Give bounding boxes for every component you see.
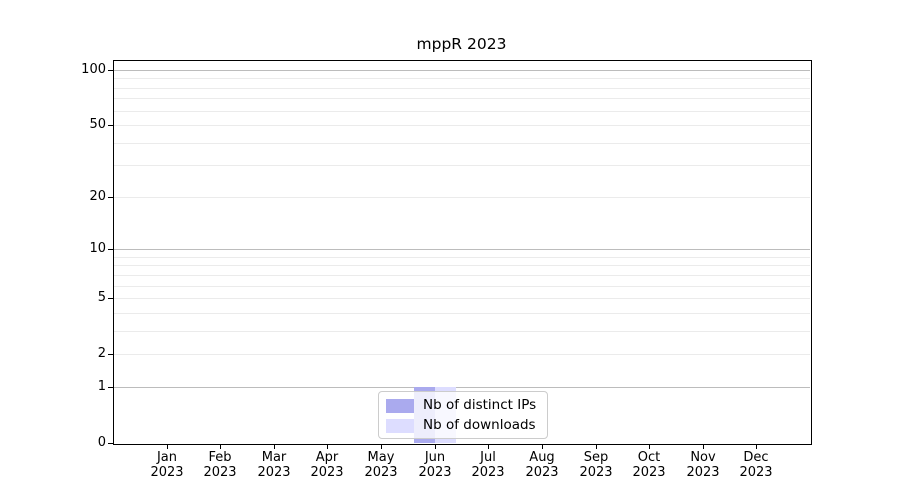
x-axis-tick: [435, 444, 436, 449]
x-tick-label: Sep 2023: [579, 450, 613, 480]
gridline-minor: [114, 88, 810, 89]
legend: Nb of distinct IPs Nb of downloads: [378, 391, 549, 439]
x-axis-tick: [220, 444, 221, 449]
chart-title: mppR 2023: [416, 35, 507, 53]
x-axis-tick: [488, 444, 489, 449]
x-axis-tick: [542, 444, 543, 449]
x-axis-tick: [649, 444, 650, 449]
y-axis-tick: [108, 298, 113, 299]
x-axis-tick: [327, 444, 328, 449]
x-tick-label: Feb 2023: [203, 450, 237, 480]
y-axis-tick: [108, 197, 113, 198]
gridline-major: [114, 70, 810, 71]
gridline-minor: [114, 275, 810, 276]
gridline-major: [114, 249, 810, 250]
gridline-minor: [114, 143, 810, 144]
x-tick-label: Dec 2023: [739, 450, 773, 480]
y-tick-label: 100: [81, 62, 106, 77]
x-axis-tick: [703, 444, 704, 449]
gridline-minor: [114, 125, 810, 126]
gridline-major: [114, 387, 810, 388]
y-axis-tick: [108, 443, 113, 444]
y-tick-label: 20: [89, 189, 106, 204]
x-tick-label: Apr 2023: [310, 450, 344, 480]
y-tick-label: 5: [97, 290, 106, 305]
y-axis-tick: [108, 354, 113, 355]
x-axis-tick: [167, 444, 168, 449]
gridline-minor: [114, 331, 810, 332]
gridline-minor: [114, 265, 810, 266]
legend-label-distinct-ips: Nb of distinct IPs: [423, 397, 537, 413]
x-axis-tick: [274, 444, 275, 449]
y-tick-label: 50: [89, 117, 106, 132]
gridline-minor: [114, 111, 810, 112]
x-axis-tick: [756, 444, 757, 449]
y-axis-tick: [108, 387, 113, 388]
gridline-minor: [114, 298, 810, 299]
x-tick-label: Oct 2023: [632, 450, 666, 480]
axes-frame: [113, 60, 812, 445]
y-tick-label: 0: [97, 435, 106, 450]
y-axis-tick: [108, 249, 113, 250]
y-tick-label: 2: [97, 346, 106, 361]
legend-item-downloads: Nb of downloads: [386, 418, 536, 433]
x-tick-label: Mar 2023: [257, 450, 291, 480]
legend-swatch-downloads: [386, 418, 414, 433]
x-axis-tick: [381, 444, 382, 449]
gridline-minor: [114, 313, 810, 314]
x-tick-label: Jun 2023: [418, 450, 452, 480]
gridline-minor: [114, 354, 810, 355]
y-tick-label: 1: [97, 379, 106, 394]
x-tick-label: Jul 2023: [471, 450, 505, 480]
gridline-minor: [114, 286, 810, 287]
gridline-minor: [114, 197, 810, 198]
x-tick-label: May 2023: [364, 450, 398, 480]
x-axis-tick: [596, 444, 597, 449]
x-tick-label: Jan 2023: [150, 450, 184, 480]
x-tick-label: Nov 2023: [686, 450, 720, 480]
gridline-minor: [114, 78, 810, 79]
gridline-minor: [114, 257, 810, 258]
x-tick-label: Aug 2023: [525, 450, 559, 480]
legend-item-distinct-ips: Nb of distinct IPs: [386, 398, 536, 413]
y-axis-tick: [108, 125, 113, 126]
y-tick-label: 10: [89, 241, 106, 256]
legend-label-downloads: Nb of downloads: [423, 417, 536, 433]
legend-swatch-distinct-ips: [386, 398, 414, 413]
gridline-minor: [114, 98, 810, 99]
y-axis-tick: [108, 70, 113, 71]
gridline-minor: [114, 165, 810, 166]
